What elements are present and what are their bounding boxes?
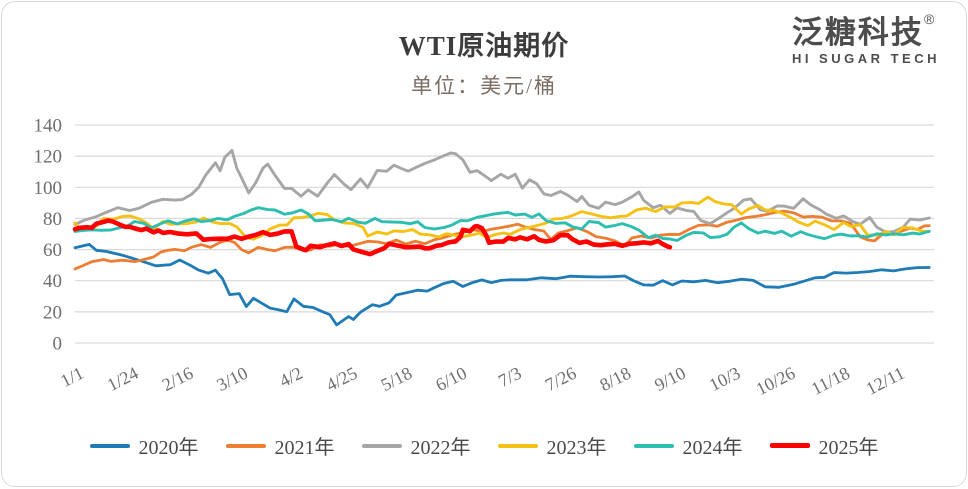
hi-sugar-tech-logo: 泛糖科技® HI SUGAR TECH bbox=[791, 11, 940, 67]
x-tick-label: 5/18 bbox=[378, 363, 416, 395]
series-line-2020年 bbox=[73, 242, 931, 327]
x-tick-label: 4/2 bbox=[276, 363, 306, 391]
series-line-2022年 bbox=[73, 148, 931, 234]
y-tick-label: 60 bbox=[43, 240, 62, 261]
legend-item-2024年[interactable]: 2024年 bbox=[633, 431, 743, 460]
legend-label: 2022年 bbox=[410, 437, 471, 459]
legend-item-2025年[interactable]: 2025年 bbox=[769, 431, 879, 460]
y-tick-label: 140 bbox=[34, 116, 63, 137]
x-tick-label: 2/16 bbox=[159, 363, 197, 395]
x-tick-label: 10/26 bbox=[753, 363, 799, 399]
y-tick-label: 100 bbox=[34, 178, 63, 199]
x-tick-label: 11/18 bbox=[808, 363, 853, 399]
legend-label: 2021年 bbox=[274, 437, 335, 459]
x-tick-label: 9/10 bbox=[651, 363, 689, 395]
y-tick-label: 20 bbox=[43, 302, 62, 323]
series-line-2024年 bbox=[73, 206, 931, 242]
x-tick-label: 10/3 bbox=[706, 363, 744, 395]
y-tick-label: 0 bbox=[53, 334, 63, 355]
legend-item-2023年[interactable]: 2023年 bbox=[497, 431, 607, 460]
x-tick-label: 8/18 bbox=[597, 363, 635, 395]
logo-tagline: HI SUGAR TECH bbox=[791, 51, 940, 67]
x-tick-label: 7/26 bbox=[542, 363, 580, 395]
y-tick-label: 40 bbox=[43, 271, 62, 292]
y-tick-label: 80 bbox=[43, 209, 62, 230]
logo-brand-text: 泛糖科技® bbox=[791, 11, 937, 50]
legend-swatch-2022年 bbox=[361, 443, 402, 448]
legend-item-2020年[interactable]: 2020年 bbox=[89, 431, 199, 460]
legend-item-2021年[interactable]: 2021年 bbox=[225, 431, 335, 460]
x-tick-label: 3/10 bbox=[213, 363, 251, 395]
legend-swatch-2020年 bbox=[89, 443, 130, 448]
legend-label: 2025年 bbox=[818, 437, 879, 459]
registered-trademark-icon: ® bbox=[923, 11, 937, 27]
legend-item-2022年[interactable]: 2022年 bbox=[361, 431, 471, 460]
x-tick-label: 4/25 bbox=[323, 363, 361, 395]
legend-swatch-2021年 bbox=[225, 443, 266, 448]
x-tick-label: 1/1 bbox=[57, 363, 87, 391]
x-tick-label: 1/24 bbox=[104, 363, 142, 395]
legend-swatch-2024年 bbox=[633, 443, 674, 448]
y-tick-label: 120 bbox=[34, 147, 63, 168]
legend-swatch-2025年 bbox=[769, 443, 810, 448]
chart-legend: 2020年 2021年 2022年 2023年 2024年 2025年 bbox=[2, 431, 966, 460]
legend-label: 2024年 bbox=[682, 437, 743, 459]
x-tick-label: 7/3 bbox=[495, 363, 525, 391]
legend-label: 2020年 bbox=[138, 437, 199, 459]
legend-swatch-2023年 bbox=[497, 443, 538, 448]
series-line-2025年 bbox=[72, 218, 673, 257]
x-tick-label: 6/10 bbox=[432, 363, 470, 395]
legend-label: 2023年 bbox=[546, 437, 607, 459]
x-tick-label: 12/11 bbox=[863, 363, 908, 399]
series-line-2021年 bbox=[73, 209, 931, 271]
